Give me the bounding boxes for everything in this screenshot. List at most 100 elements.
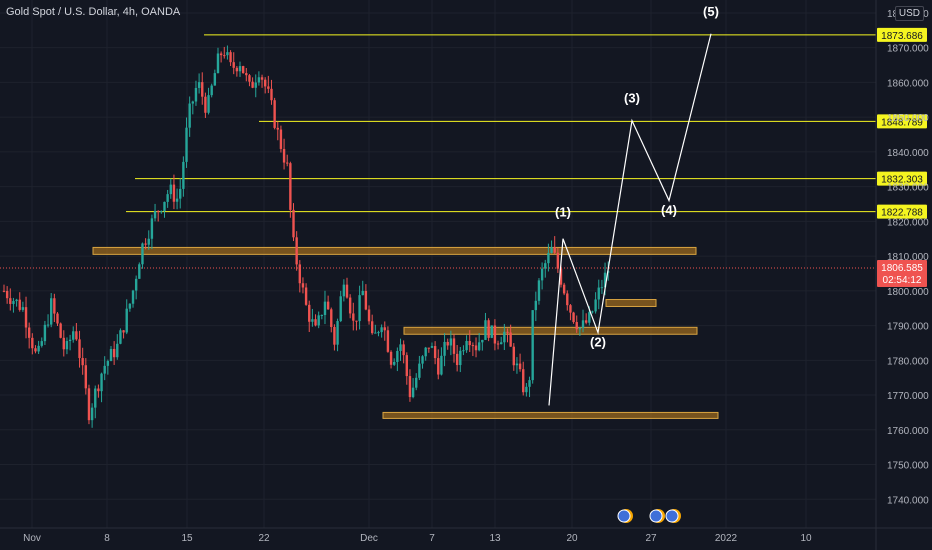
candle-body xyxy=(380,327,383,333)
candle-body xyxy=(553,247,556,253)
wave-path[interactable] xyxy=(548,33,712,406)
x-tick-label: 13 xyxy=(489,533,501,544)
candle-body xyxy=(572,312,575,323)
candle-body xyxy=(219,53,223,56)
price-zone[interactable] xyxy=(382,411,719,419)
candle-body xyxy=(389,351,393,365)
candle-body xyxy=(163,201,166,212)
candle-body xyxy=(333,326,336,345)
wave-label: (2) xyxy=(590,335,606,350)
candle-body xyxy=(245,73,248,76)
y-tick-label: 1800.000 xyxy=(887,287,929,298)
candle-body xyxy=(141,243,144,265)
x-tick-label: 2022 xyxy=(715,533,738,544)
candle-body xyxy=(336,321,339,345)
y-tick-label: 1750.000 xyxy=(887,461,929,472)
candle-body xyxy=(223,55,226,57)
candle-body xyxy=(213,73,217,86)
candle-body xyxy=(339,296,342,322)
price-zone[interactable] xyxy=(605,299,657,307)
candle-body xyxy=(59,323,62,338)
candle-body xyxy=(75,331,78,340)
event-flag-icon-inner xyxy=(665,509,679,523)
candle-body xyxy=(487,320,490,338)
candle-body xyxy=(169,184,172,195)
candle-body xyxy=(503,331,506,343)
candle-body xyxy=(103,365,106,374)
candle-body xyxy=(515,363,519,366)
candle-body xyxy=(197,82,201,88)
y-tick-label: 1830.000 xyxy=(887,183,929,194)
candle-body xyxy=(584,320,588,323)
candle-body xyxy=(408,376,412,398)
candle-body xyxy=(81,358,84,366)
candle-body xyxy=(562,284,566,294)
y-tick-label: 1780.000 xyxy=(887,356,929,367)
candle-body xyxy=(370,321,374,334)
candle-body xyxy=(383,327,386,331)
elliott-wave-projection[interactable]: (1) (2) (3) (4) (5) xyxy=(548,4,719,406)
y-tick-label: 1860.000 xyxy=(887,78,929,89)
candle-body xyxy=(276,127,279,130)
y-tick-label: 1760.000 xyxy=(887,426,929,437)
candle-body xyxy=(31,337,34,349)
candle-body xyxy=(509,332,512,347)
candle-body xyxy=(134,278,138,291)
candle-body xyxy=(2,290,6,292)
current-price-label: 1806.585 xyxy=(881,263,923,274)
candle-body xyxy=(550,247,553,253)
candle-body xyxy=(427,347,431,349)
currency-button[interactable]: USD xyxy=(894,6,924,21)
candle-body xyxy=(500,342,503,345)
price-zone[interactable] xyxy=(92,246,697,255)
candle-body xyxy=(18,299,21,310)
candle-body xyxy=(5,291,9,299)
candle-body xyxy=(566,293,569,306)
candle-body xyxy=(226,52,229,56)
candle-body xyxy=(166,194,169,202)
x-tick-label: Dec xyxy=(360,533,378,544)
candle-body xyxy=(525,386,528,393)
candle-body xyxy=(443,341,446,356)
candle-body xyxy=(185,127,188,162)
y-tick-label: 1810.000 xyxy=(887,252,929,263)
candle-body xyxy=(437,358,440,375)
x-tick-label: Nov xyxy=(23,533,41,544)
level-price-tag xyxy=(877,204,927,219)
candle-body xyxy=(50,298,53,325)
support-resistance-zones[interactable] xyxy=(92,246,719,419)
candle-body xyxy=(326,301,330,310)
candle-body xyxy=(153,211,157,219)
candle-body xyxy=(355,320,358,322)
candle-body xyxy=(232,62,235,68)
candle-body xyxy=(125,308,128,333)
candle-body xyxy=(131,290,135,304)
level-price-label: 1832.303 xyxy=(881,175,923,186)
candle-body xyxy=(172,184,176,202)
x-tick-label: 8 xyxy=(104,533,110,544)
event-markers[interactable] xyxy=(617,509,681,523)
horizontal-levels[interactable]: 1873.686 1848.789 1832.303 1822.788 1806.585… xyxy=(0,27,927,287)
y-tick-label: 1840.000 xyxy=(887,148,929,159)
candle-body xyxy=(12,301,15,304)
candle-body xyxy=(78,339,81,359)
candle-body xyxy=(43,324,47,342)
y-tick-label: 1740.000 xyxy=(887,495,929,506)
candle-body xyxy=(367,309,371,322)
candle-body xyxy=(418,363,421,378)
event-flag-icon-inner xyxy=(617,509,631,523)
candle-body xyxy=(292,209,295,238)
candle-body xyxy=(377,332,380,334)
candle-body xyxy=(308,304,311,322)
candle-body xyxy=(27,327,31,338)
candle-body xyxy=(459,350,462,366)
candle-body xyxy=(424,347,427,357)
price-zone[interactable] xyxy=(403,326,698,335)
candle-body xyxy=(106,361,110,366)
y-tick-label: 1770.000 xyxy=(887,391,929,402)
candle-body xyxy=(62,337,65,350)
wave-label: (3) xyxy=(624,91,640,106)
time-axis[interactable]: Nov 8 15 22 Dec 7 13 20 27 2022 10 xyxy=(0,527,932,544)
candle-body xyxy=(235,67,239,72)
